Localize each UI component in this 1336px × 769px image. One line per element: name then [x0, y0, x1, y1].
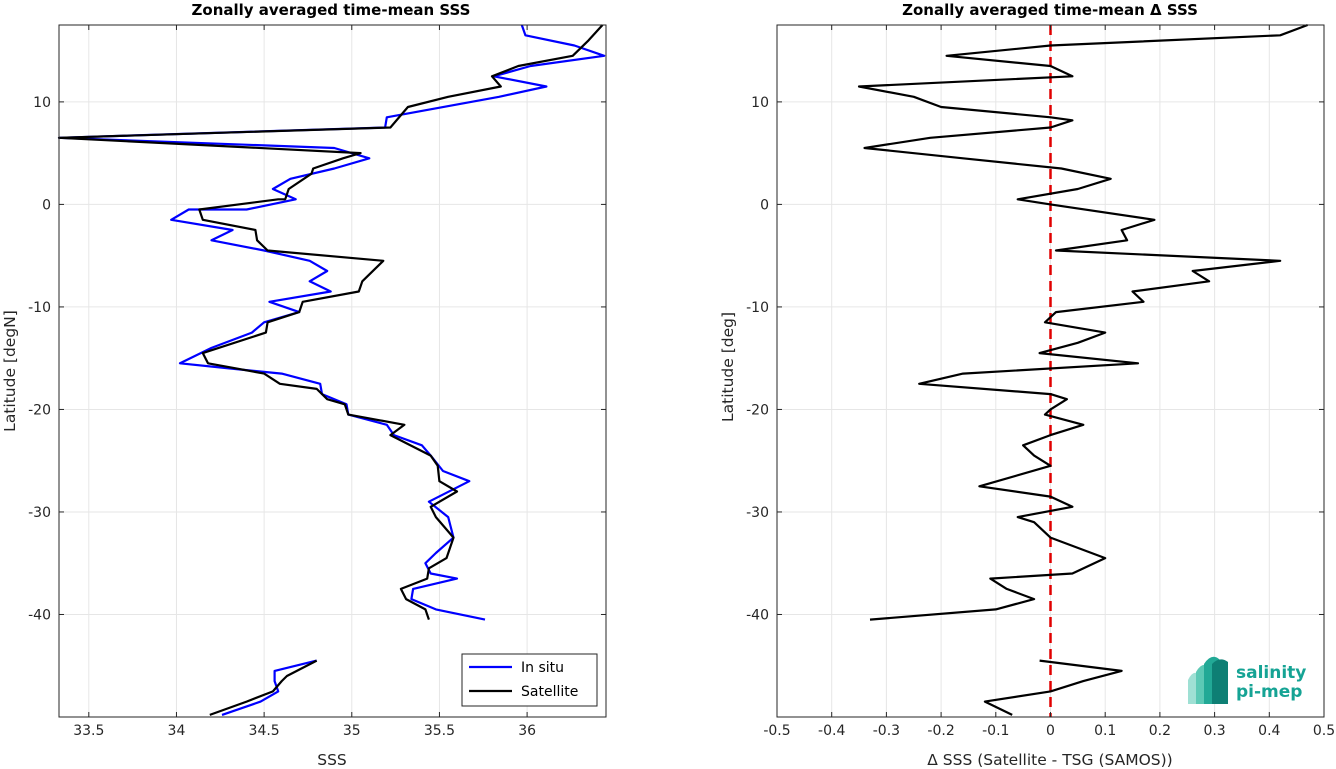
- y-tick-label: 0: [760, 197, 769, 213]
- legend-box: [461, 653, 598, 707]
- y-tick-label: -40: [746, 607, 769, 623]
- chart-title: Zonally averaged time-mean SSS: [192, 1, 471, 19]
- logo-text-line1: salinity: [1236, 663, 1306, 683]
- ticks: 33.5 34 34.5 35 35.5 36 10 0 -10 -20 -30 -40: [28, 25, 606, 739]
- y-tick-label: 0: [42, 197, 51, 213]
- x-tick-label: -0.3: [873, 723, 900, 739]
- y-tick-label: 10: [33, 95, 51, 111]
- x-tick-label: -0.5: [763, 723, 790, 739]
- grid: [59, 25, 606, 717]
- legend: In situ Satellite: [461, 653, 598, 707]
- x-tick-label: -0.1: [982, 723, 1009, 739]
- series-line-0-segment-0: [857, 23, 1308, 621]
- sss-panel: Zonally averaged time-mean SSS 33.5 34 34.…: [1, 1, 607, 769]
- x-tick-label: 35: [343, 723, 361, 739]
- series-line-0-segment-0: [57, 24, 606, 621]
- x-tick-label: 34.5: [249, 723, 280, 739]
- x-tick-label: 0.5: [1313, 723, 1335, 739]
- x-tick-label: 35.5: [424, 723, 455, 739]
- x-tick-label: 0.4: [1258, 723, 1280, 739]
- x-tick-label: 0.1: [1094, 723, 1116, 739]
- y-tick-label: -20: [746, 402, 769, 418]
- y-tick-label: 10: [751, 95, 769, 111]
- logo-text-line2: pi-mep: [1236, 682, 1302, 702]
- y-tick-label: -10: [28, 300, 51, 316]
- series-line-1-segment-0: [57, 24, 604, 620]
- delta-sss-panel: Zonally averaged time-mean Δ SSS -0.5 -0.…: [719, 1, 1335, 769]
- series-layer: [57, 24, 606, 716]
- x-tick-label: 34: [168, 723, 186, 739]
- x-tick-label: 36: [518, 723, 536, 739]
- y-axis-label: Latitude [degN]: [1, 310, 19, 432]
- x-axis-label: Δ SSS (Satellite - TSG (SAMOS)): [927, 751, 1172, 769]
- series-line-1-segment-1: [209, 659, 318, 716]
- y-tick-label: -20: [28, 402, 51, 418]
- y-tick-label: -10: [746, 300, 769, 316]
- x-tick-label: -0.2: [927, 723, 954, 739]
- y-tick-label: -40: [28, 607, 51, 623]
- salinity-pi-mep-logo: salinity pi-mep: [1188, 656, 1306, 704]
- y-tick-label: -30: [746, 505, 769, 521]
- y-tick-label: -30: [28, 505, 51, 521]
- series-layer: [857, 23, 1308, 716]
- x-tick-label: 0.2: [1149, 723, 1171, 739]
- ticks: -0.5 -0.4 -0.3 -0.2 -0.1 0 0.1 0.2 0.3 0.4 0.5 10 0 -…: [746, 25, 1335, 739]
- legend-label-in-situ: In situ: [521, 660, 564, 676]
- x-tick-label: -0.4: [818, 723, 845, 739]
- y-axis-label: Latitude [deg]: [719, 312, 737, 422]
- x-tick-label: 0.3: [1203, 723, 1225, 739]
- x-axis-label: SSS: [317, 751, 347, 769]
- chart-title: Zonally averaged time-mean Δ SSS: [902, 1, 1198, 19]
- wave-logo-icon: [1188, 656, 1228, 704]
- x-tick-label: 33.5: [73, 723, 104, 739]
- series-line-0-segment-1: [983, 659, 1123, 716]
- x-tick-label: 0: [1046, 723, 1055, 739]
- legend-label-satellite: Satellite: [521, 684, 578, 700]
- plot-frame: [58, 24, 607, 718]
